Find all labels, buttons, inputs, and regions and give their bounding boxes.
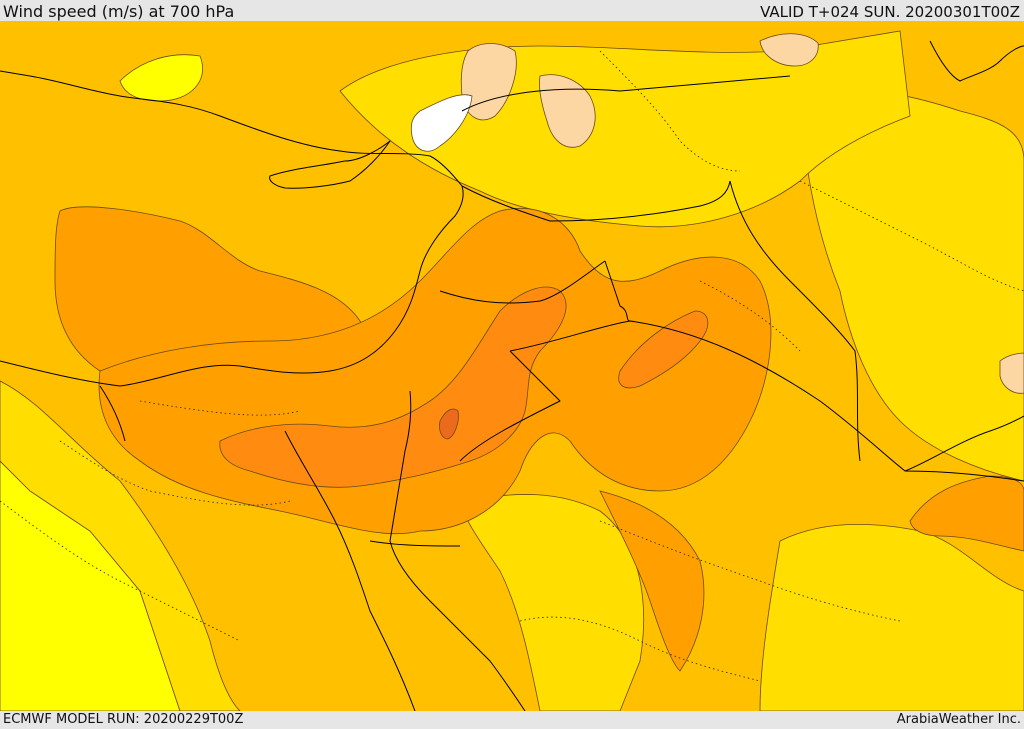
zone-calm-lake [410, 94, 473, 152]
border-saudi-iraq [509, 320, 1024, 482]
province-boundaries [0, 50, 1024, 682]
coastline-caspian [929, 40, 1024, 82]
coastline-red-sea-east [389, 450, 526, 711]
border-egypt-sudan [369, 540, 461, 547]
wind-speed-map [0, 21, 1024, 711]
gulf-aqaba [404, 390, 412, 452]
zone-fresh-southeast [599, 490, 705, 672]
valid-time: VALID T+024 SUN. 20200301T00Z [760, 3, 1020, 21]
header-bar: Wind speed (m/s) at 700 hPa VALID T+024 … [0, 0, 1024, 21]
zone-calm-caucasus [759, 33, 819, 67]
coastline-red-sea-west [284, 430, 416, 711]
border-turkey-north [461, 75, 791, 112]
zone-strong-core [219, 286, 567, 488]
zone-light-south [459, 494, 644, 711]
zone-very-strong-core [439, 408, 459, 440]
map-title: Wind speed (m/s) at 700 hPa [3, 2, 235, 21]
border-turkey-syria [461, 180, 731, 222]
zone-weak-northwest [119, 54, 203, 102]
border-jordan [439, 260, 606, 304]
zone-light-southwest [0, 380, 241, 711]
zone-light-east [759, 524, 1024, 711]
credit: ArabiaWeather Inc. [896, 712, 1021, 727]
coastline-mediterranean [0, 185, 464, 387]
border-egypt-libya [99, 385, 126, 442]
zone-fresh-east [909, 475, 1024, 552]
model-run: ECMWF MODEL RUN: 20200229T00Z [3, 712, 244, 727]
zone-calm-turkey-central [539, 74, 596, 148]
border-jordan-saudi [459, 350, 561, 462]
zone-strong-iraq [618, 310, 709, 389]
border-syria-iraq [604, 260, 631, 322]
border-iraq-iran [729, 180, 861, 462]
coastline-gulf [904, 415, 1024, 472]
footer-bar: ECMWF MODEL RUN: 20200229T00Z ArabiaWeat… [0, 711, 1024, 729]
zone-calm-turkey-west [460, 43, 517, 121]
zone-calm-east-edge [999, 352, 1024, 394]
coastline-turkey-south [0, 70, 463, 187]
boundary-egypt-1 [0, 500, 241, 642]
wind-speed-fills [0, 21, 1024, 711]
boundary-saudi-2 [519, 616, 761, 682]
coastline-cyprus [269, 140, 391, 189]
zone-light-northeast [799, 89, 1024, 482]
country-borders [0, 40, 1024, 711]
boundary-iraq-1 [699, 280, 801, 352]
